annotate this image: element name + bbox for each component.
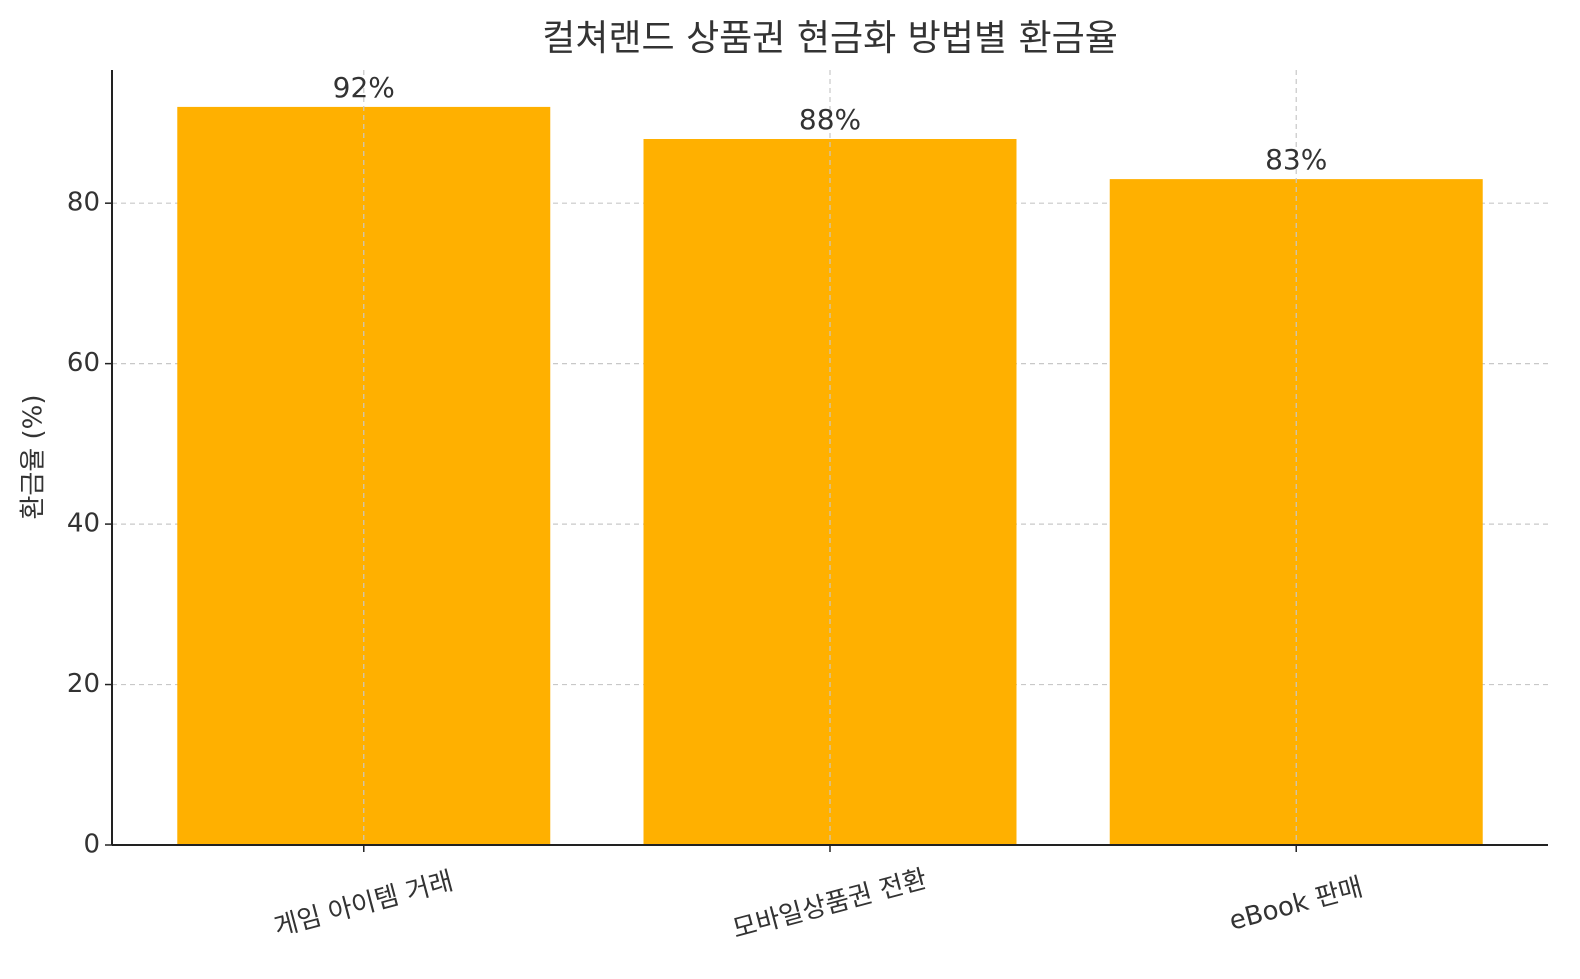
y-tick-label: 80 [67,188,100,218]
value-label: 92% [333,71,395,104]
y-tick-label: 0 [83,830,100,860]
y-axis-label: 환금율 (%) [19,394,49,519]
value-label: 88% [799,103,861,136]
x-tick-label: 모바일상품권 전환 [730,864,931,945]
value-label: 83% [1265,143,1327,176]
x-tick-label: eBook 판매 [1226,872,1366,936]
y-tick-label: 60 [67,348,100,378]
y-tick-label: 40 [67,509,100,539]
x-tick-label: 게임 아이템 거래 [271,866,456,943]
chart-title: 컬쳐랜드 상품권 현금화 방법별 환금율 [542,18,1118,59]
y-tick-label: 20 [67,669,100,699]
